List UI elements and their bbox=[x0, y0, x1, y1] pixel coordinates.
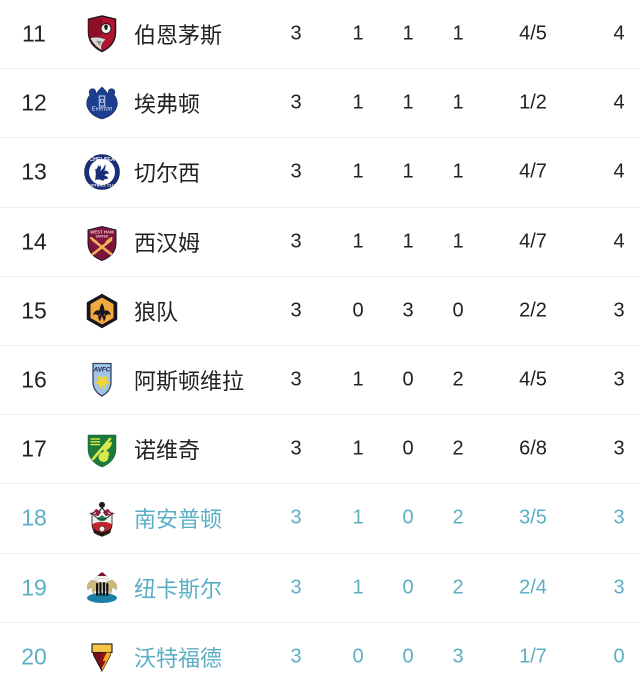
svg-text:AVFC: AVFC bbox=[93, 367, 111, 374]
svg-text:CHELSEA: CHELSEA bbox=[89, 157, 114, 163]
svg-text:FOOTBALL CLUB: FOOTBALL CLUB bbox=[87, 184, 118, 188]
svg-text:UNITED: UNITED bbox=[96, 234, 109, 238]
svg-text:Everton: Everton bbox=[92, 107, 113, 113]
